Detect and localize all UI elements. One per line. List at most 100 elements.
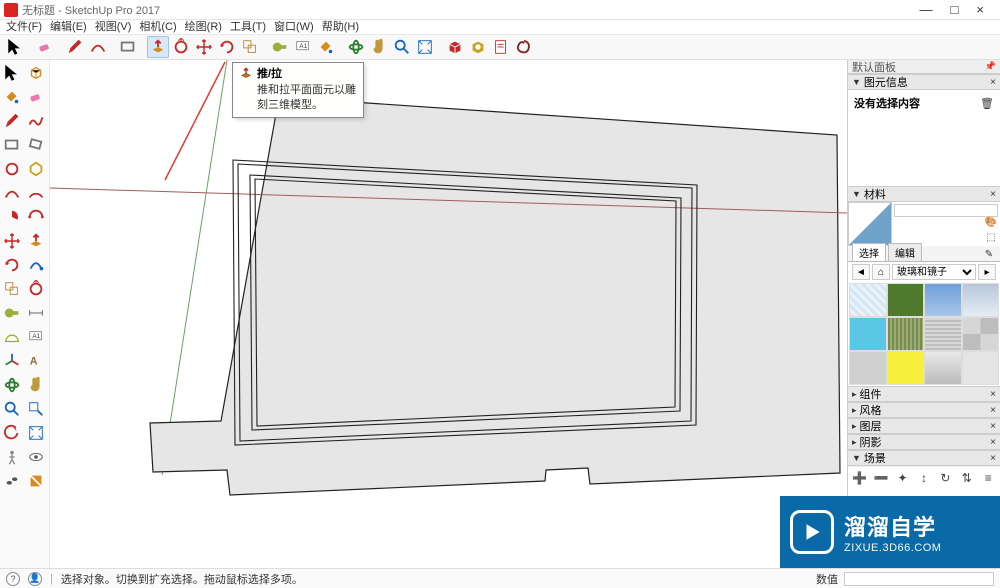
rect-tool[interactable] xyxy=(117,36,139,58)
material-swatch[interactable] xyxy=(962,317,1000,351)
axes-tool[interactable] xyxy=(1,350,23,372)
select-tool[interactable] xyxy=(1,62,23,84)
components-header[interactable]: ▸ 组件 × xyxy=(848,386,1000,402)
ext-warehouse-tool[interactable] xyxy=(467,36,489,58)
offset-tool[interactable] xyxy=(25,278,47,300)
styles-header[interactable]: ▸ 风格 × xyxy=(848,402,1000,418)
eraser-tool[interactable] xyxy=(25,86,47,108)
extents-tool[interactable] xyxy=(25,422,47,444)
scene-tool-button[interactable]: ↻ xyxy=(938,470,953,486)
measure-input[interactable] xyxy=(844,572,994,586)
pan-tool[interactable] xyxy=(25,374,47,396)
scene-tool-button[interactable]: ➖ xyxy=(873,470,888,486)
prev-tool[interactable] xyxy=(1,422,23,444)
mat-back-button[interactable]: ◄ xyxy=(852,264,870,280)
pencil-tool[interactable] xyxy=(64,36,86,58)
layout-tool[interactable] xyxy=(490,36,512,58)
edit-pencil-icon[interactable]: ✎ xyxy=(982,247,996,261)
section-tool[interactable] xyxy=(25,470,47,492)
help-icon[interactable]: ? xyxy=(6,572,20,586)
scenes-header[interactable]: ▼ 场景 × xyxy=(848,450,1000,466)
panel-close-icon[interactable]: × xyxy=(990,389,996,400)
walk-tool[interactable] xyxy=(1,470,23,492)
circle-tool[interactable] xyxy=(1,158,23,180)
panel-close-icon[interactable]: × xyxy=(990,77,996,88)
current-material-swatch[interactable] xyxy=(848,202,892,246)
panel-close-icon[interactable]: × xyxy=(990,189,996,200)
create-material-icon[interactable]: ⬚ xyxy=(984,232,998,244)
scene-tool-button[interactable]: ≡ xyxy=(981,470,996,486)
menu-item[interactable]: 视图(V) xyxy=(93,18,134,34)
material-name-input[interactable] xyxy=(894,204,998,217)
rectangle-tool[interactable] xyxy=(1,134,23,156)
tray-title-bar[interactable]: 默认面板 📌 xyxy=(848,60,1000,74)
window-close-button[interactable]: × xyxy=(976,2,984,17)
make-comp-tool[interactable] xyxy=(25,62,47,84)
move-tool[interactable] xyxy=(1,230,23,252)
mat-home-button[interactable]: ⌂ xyxy=(872,264,890,280)
panel-close-icon[interactable]: × xyxy=(990,405,996,416)
material-swatch[interactable] xyxy=(924,283,962,317)
material-swatch[interactable] xyxy=(924,351,962,385)
entity-info-header[interactable]: ▼ 图元信息 × xyxy=(848,74,1000,90)
user-icon[interactable]: 👤 xyxy=(28,572,42,586)
scene-tool-button[interactable]: ↕ xyxy=(916,470,931,486)
trash-icon[interactable]: 🗑 xyxy=(980,97,994,110)
pushpull-tool[interactable] xyxy=(147,36,169,58)
material-swatch[interactable] xyxy=(962,351,1000,385)
menu-item[interactable]: 工具(T) xyxy=(228,18,268,34)
look-tool[interactable] xyxy=(25,446,47,468)
material-swatch[interactable] xyxy=(849,283,887,317)
line-tool[interactable] xyxy=(1,110,23,132)
mat-menu-button[interactable]: ▸ xyxy=(978,264,996,280)
pan-tool[interactable] xyxy=(368,36,390,58)
arc3-tool[interactable] xyxy=(25,206,47,228)
offset-tool[interactable] xyxy=(170,36,192,58)
scale-tool[interactable] xyxy=(239,36,261,58)
rotate-tool[interactable] xyxy=(216,36,238,58)
material-swatch[interactable] xyxy=(962,283,1000,317)
arc2-tool[interactable] xyxy=(25,182,47,204)
3dtext-tool[interactable]: A xyxy=(25,350,47,372)
tab-edit[interactable]: 编辑 xyxy=(888,243,922,261)
material-swatch[interactable] xyxy=(924,317,962,351)
paint-tool[interactable] xyxy=(315,36,337,58)
zoom-win-tool[interactable] xyxy=(25,398,47,420)
menu-item[interactable]: 窗口(W) xyxy=(272,18,316,34)
paint-bucket-tool[interactable] xyxy=(1,86,23,108)
scene-tool-button[interactable]: ➕ xyxy=(852,470,867,486)
menu-item[interactable]: 文件(F) xyxy=(4,18,44,34)
rotate-tool[interactable] xyxy=(1,254,23,276)
polygon-tool[interactable] xyxy=(25,158,47,180)
window-minimize-button[interactable]: — xyxy=(920,2,933,17)
material-swatch[interactable] xyxy=(887,317,925,351)
tray-pin-icon[interactable]: 📌 xyxy=(985,61,996,72)
scale-tool[interactable] xyxy=(1,278,23,300)
pie-tool[interactable] xyxy=(1,206,23,228)
material-library-select[interactable]: 玻璃和镜子 xyxy=(892,264,976,280)
panel-close-icon[interactable]: × xyxy=(990,453,996,464)
dim-tool[interactable] xyxy=(25,302,47,324)
tape-tool[interactable] xyxy=(269,36,291,58)
arc-tool[interactable] xyxy=(87,36,109,58)
material-swatch[interactable] xyxy=(887,351,925,385)
sample-paint-icon[interactable]: 🎨 xyxy=(984,217,998,229)
panel-close-icon[interactable]: × xyxy=(990,437,996,448)
viewport[interactable]: 推/拉 推和拉平面面元以雕刻三维模型。 xyxy=(50,60,847,568)
model-canvas[interactable] xyxy=(50,60,847,568)
zoom-tool[interactable] xyxy=(391,36,413,58)
zoom-tool[interactable] xyxy=(1,398,23,420)
panel-close-icon[interactable]: × xyxy=(990,421,996,432)
pos-cam-tool[interactable] xyxy=(1,446,23,468)
select-tool[interactable] xyxy=(4,36,26,58)
menu-item[interactable]: 绘图(R) xyxy=(183,18,224,34)
tab-select[interactable]: 选择 xyxy=(852,243,886,261)
material-swatch[interactable] xyxy=(849,317,887,351)
freehand-tool[interactable] xyxy=(25,110,47,132)
style-tool[interactable] xyxy=(513,36,535,58)
tape-tool[interactable] xyxy=(1,302,23,324)
orbit-tool[interactable] xyxy=(1,374,23,396)
material-swatch[interactable] xyxy=(887,283,925,317)
layers-header[interactable]: ▸ 图层 × xyxy=(848,418,1000,434)
text-tool[interactable]: A1 xyxy=(25,326,47,348)
